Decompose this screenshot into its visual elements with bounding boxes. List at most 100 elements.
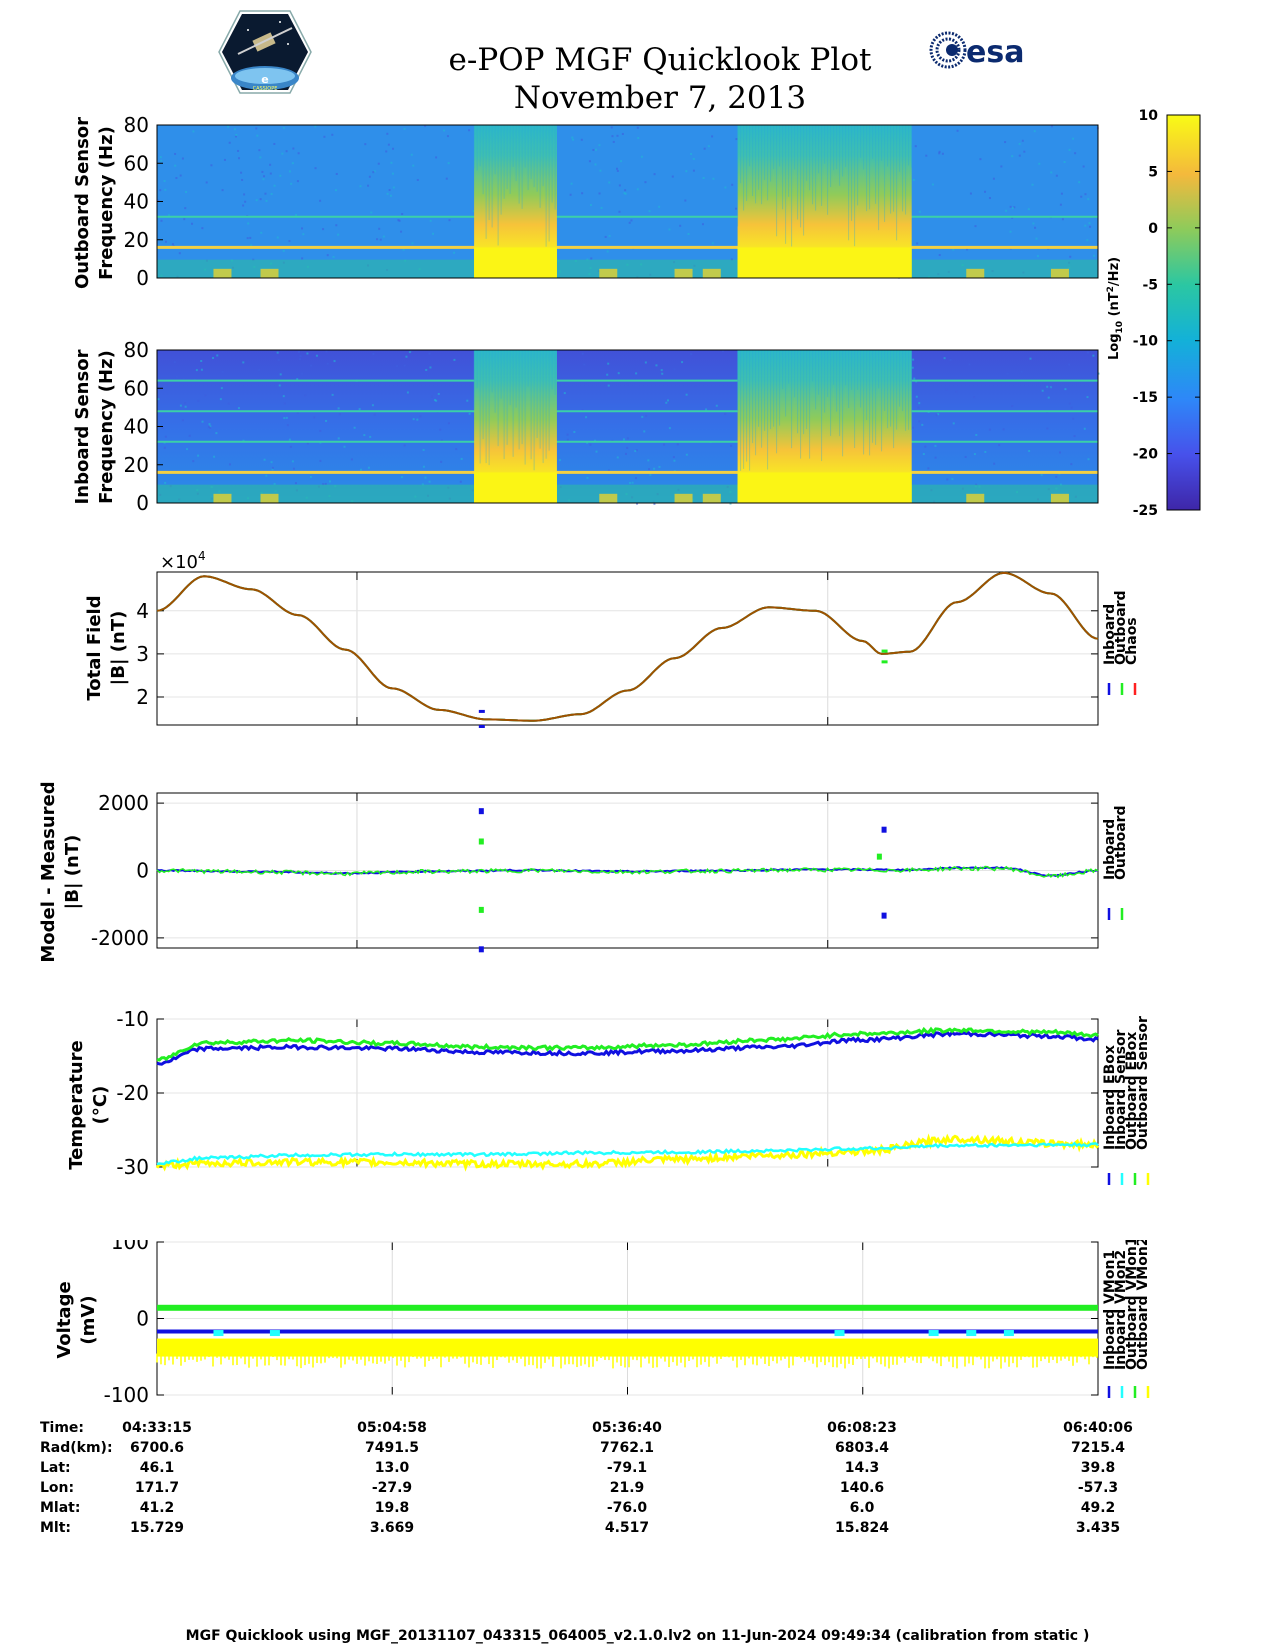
ephemeris-cell: 7215.4 bbox=[1070, 1440, 1126, 1456]
colorbar-gradient bbox=[1166, 114, 1201, 511]
colorbar-label: Log10 (nT2/Hz) bbox=[1106, 257, 1125, 360]
legend-label: Inboard VMon1 bbox=[1102, 1250, 1118, 1370]
voltage-ylabel-line1: Voltage bbox=[54, 1281, 75, 1358]
y-tick-label: 80 bbox=[124, 338, 149, 362]
colorbar-tick-label: -5 bbox=[1142, 277, 1158, 293]
inboard-vmon2-series bbox=[834, 1330, 845, 1337]
spike-marker bbox=[881, 912, 887, 919]
ephemeris-cell: 6.0 bbox=[849, 1500, 875, 1516]
cassiope-logo-text: CASSIOPE bbox=[253, 86, 278, 92]
ephemeris-row-label: Lon: bbox=[40, 1480, 75, 1496]
colorbar-tick-label: 10 bbox=[1139, 108, 1159, 124]
spike-marker bbox=[478, 946, 484, 953]
inboard-ebox-series bbox=[156, 1030, 1099, 1066]
y-tick-label: 2000 bbox=[98, 791, 149, 815]
y-tick-label: 80 bbox=[124, 113, 149, 137]
total-field-ylabel-line2: |B| (nT) bbox=[108, 611, 129, 686]
ephemeris-cell: 46.1 bbox=[139, 1460, 175, 1476]
y-tick-label: 40 bbox=[124, 190, 149, 214]
outboard-axis-label: Outboard Sensor Frequency (Hz) bbox=[72, 117, 117, 289]
ephemeris-row-label: Time: bbox=[40, 1420, 85, 1436]
ephemeris-cell: -57.3 bbox=[1077, 1480, 1119, 1496]
legend-label: Inboard VMon2 bbox=[1113, 1250, 1129, 1370]
legend-label: Inboard EBox bbox=[1102, 1045, 1118, 1150]
legend-label: Outboard EBox bbox=[1124, 1032, 1140, 1150]
ephemeris-cell: -27.9 bbox=[371, 1480, 413, 1496]
model-measured-ylabel-line2: |B| (nT) bbox=[62, 835, 83, 910]
outboard-vmon2-series bbox=[157, 1338, 1098, 1357]
ephemeris-cell: 39.8 bbox=[1080, 1460, 1116, 1476]
inboard-axis-label: Inboard Sensor Frequency (Hz) bbox=[72, 349, 117, 504]
colorbar-tick-label: -10 bbox=[1133, 334, 1159, 350]
low-frequency-patch bbox=[213, 268, 232, 278]
y-tick-label: -20 bbox=[116, 1081, 149, 1105]
ephemeris-cell: -79.1 bbox=[606, 1460, 648, 1476]
inboard-vmon2-series bbox=[966, 1330, 977, 1337]
colorbar-tick-label: 0 bbox=[1148, 221, 1158, 237]
plot-title: e-POP MGF Quicklook Plot bbox=[448, 42, 872, 78]
y-tick-label: 0 bbox=[136, 1307, 149, 1331]
spike-marker bbox=[876, 853, 882, 860]
total-field-exponent: ×104 bbox=[160, 550, 206, 573]
ephemeris-cell: 13.0 bbox=[374, 1460, 410, 1476]
ephemeris-cell: 6803.4 bbox=[834, 1440, 890, 1456]
ephemeris-cell: 7491.5 bbox=[364, 1440, 420, 1456]
ephemeris-cell: 4.517 bbox=[604, 1520, 650, 1536]
spike-marker bbox=[478, 808, 484, 815]
legend-label: Inboard bbox=[1102, 819, 1118, 880]
y-tick-label: 20 bbox=[124, 228, 149, 252]
y-tick-label: 0 bbox=[136, 266, 149, 290]
ephemeris-cell: 140.6 bbox=[839, 1480, 885, 1496]
legend-label: Outboard VMon1 bbox=[1124, 1240, 1140, 1370]
legend-label: Outboard VMon2 bbox=[1135, 1240, 1151, 1370]
outboard-series bbox=[156, 865, 1099, 879]
ephemeris-cell: 49.2 bbox=[1080, 1500, 1116, 1516]
low-frequency-patch bbox=[674, 493, 693, 503]
spike-marker bbox=[478, 838, 484, 845]
ephemeris-row-label: Mlat: bbox=[40, 1500, 81, 1516]
spike-marker bbox=[478, 906, 484, 913]
outboard-ylabel-line2: Frequency (Hz) bbox=[96, 126, 117, 280]
model-measured-chart: Model - Measured |B| (nT) -2000 0 2000 Inbo… bbox=[38, 781, 1129, 962]
colorbar-tick-label: 5 bbox=[1148, 164, 1158, 180]
spike-marker bbox=[478, 709, 485, 713]
y-tick-label: -2000 bbox=[91, 926, 149, 950]
chaos-series bbox=[156, 571, 1099, 722]
low-frequency-patch bbox=[1050, 493, 1069, 503]
y-tick-label: -10 bbox=[116, 1007, 149, 1031]
spike-marker bbox=[881, 826, 887, 833]
voltage-chart: Voltage (mV) -100 0 100 Inboard VMon1Inboar… bbox=[54, 1240, 1151, 1407]
y-tick-label: 0 bbox=[136, 491, 149, 515]
outboard-sensor-series bbox=[155, 1133, 1100, 1172]
y-tick-label: -100 bbox=[104, 1383, 149, 1407]
spike-marker bbox=[478, 725, 485, 728]
temperature-ylabel-line2: (°C) bbox=[90, 1086, 111, 1125]
low-frequency-patch bbox=[260, 268, 279, 278]
inboard-ylabel-line2: Frequency (Hz) bbox=[96, 350, 117, 504]
inboard-vmon2-series bbox=[928, 1330, 939, 1337]
ephemeris-cell: 06:40:06 bbox=[1063, 1420, 1133, 1436]
y-tick-label: 4 bbox=[136, 599, 149, 623]
legend-label: Outboard bbox=[1113, 805, 1129, 880]
colorbar-tick-label: -15 bbox=[1133, 390, 1158, 406]
total-field-chart: Total Field |B| (nT) ×104 2 3 4 InboardOutb… bbox=[84, 550, 1140, 728]
outboard-vmon1-series bbox=[157, 1304, 1098, 1311]
low-frequency-band bbox=[157, 259, 1098, 278]
spike-marker bbox=[881, 660, 888, 664]
legend-label: Outboard Sensor bbox=[1135, 1016, 1151, 1150]
outboard-ebox-series bbox=[156, 1026, 1099, 1062]
colorbar-tick-label: -25 bbox=[1133, 503, 1158, 519]
low-frequency-patch bbox=[599, 493, 618, 503]
y-tick-label: 60 bbox=[124, 376, 149, 400]
total-field-ylabel-line1: Total Field bbox=[84, 595, 105, 700]
spectrogram-background bbox=[157, 350, 1098, 503]
y-tick-label: 60 bbox=[124, 151, 149, 175]
inboard-ylabel-line1: Inboard Sensor bbox=[72, 349, 93, 504]
y-tick-label: 3 bbox=[136, 642, 149, 666]
ephemeris-cell: 19.8 bbox=[374, 1500, 410, 1516]
ephemeris-cell: 6700.6 bbox=[129, 1440, 185, 1456]
low-frequency-patch bbox=[1050, 268, 1069, 278]
ephemeris-row-label: Mlt: bbox=[40, 1520, 72, 1536]
model-measured-ylabel-line1: Model - Measured bbox=[38, 781, 59, 962]
ephemeris-cell: 04:33:15 bbox=[122, 1420, 192, 1436]
